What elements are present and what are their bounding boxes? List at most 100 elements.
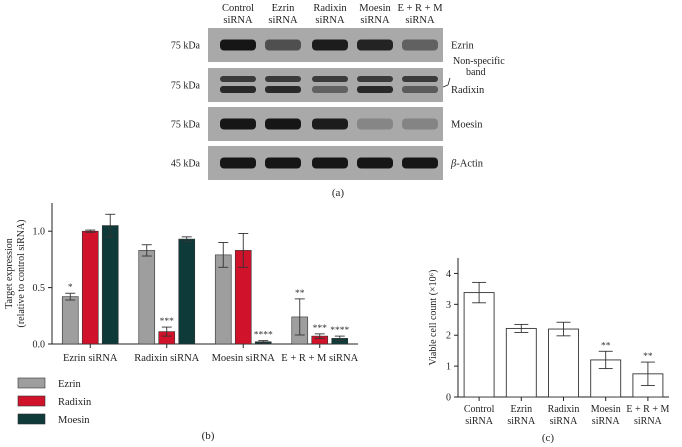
band	[265, 118, 301, 130]
bar-radixin	[81, 230, 99, 345]
x-tick-label-line1: Moesin	[591, 404, 621, 415]
row-label: Ezrin	[451, 41, 474, 52]
band	[312, 118, 348, 130]
x-tick-label-line1: E + R + M	[626, 404, 669, 415]
row-label: Moesin	[451, 120, 483, 131]
panel-a-caption: (a)	[332, 187, 345, 199]
bar-ezrin	[214, 254, 232, 345]
lane-header-line1: Moesin	[359, 3, 391, 14]
lane-header-line1: Ezrin	[272, 3, 295, 14]
lane-header-line2: siRNA	[360, 15, 390, 26]
x-tick-label: E + R + M siRNA	[281, 353, 358, 364]
x-tick-label-line2: siRNA	[634, 416, 663, 427]
significance-stars: **	[601, 341, 611, 351]
legend-label: Radixin	[58, 397, 92, 408]
band	[220, 39, 256, 51]
nonspecific-label: band	[466, 67, 485, 78]
lane-header-line2: siRNA	[268, 15, 298, 26]
legend-label: Ezrin	[58, 379, 81, 390]
significance-stars: ****	[330, 326, 349, 336]
y-tick-label: 0.0	[33, 340, 46, 351]
row-label: Radixin	[451, 85, 485, 96]
y-tick-label: 1	[446, 362, 451, 373]
x-tick-label-line2: siRNA	[550, 416, 579, 427]
y-tick-label: 1.0	[33, 227, 46, 238]
kda-marker: 75 kDa	[171, 41, 201, 52]
bar-moesin	[178, 238, 196, 345]
bar-ezrin	[138, 250, 156, 345]
y-axis-title-line2: (relative to control siRNA)	[16, 219, 27, 327]
y-tick-label: 2	[446, 331, 451, 342]
panel-b-caption: (b)	[202, 430, 215, 442]
y-tick-label: 0.5	[33, 283, 46, 294]
band	[357, 39, 393, 51]
band	[220, 157, 256, 169]
kda-marker: 75 kDa	[171, 81, 201, 92]
x-tick-label-line1: Control	[464, 404, 495, 415]
y-axis-title: Target expression	[4, 238, 15, 308]
lane-header-line1: Control	[222, 3, 254, 14]
band-nonspecific	[220, 76, 256, 82]
band	[402, 86, 438, 93]
band	[402, 157, 438, 169]
x-tick-label-line2: siRNA	[507, 416, 536, 427]
legend-swatch	[17, 377, 46, 389]
band	[312, 86, 348, 93]
x-tick-label: Moesin siRNA	[212, 353, 276, 364]
lane-header-line1: E + R + M	[397, 3, 443, 14]
panel-a-western-blot: ControlsiRNAEzrinsiRNARadixinsiRNAMoesin…	[171, 3, 505, 180]
significance-stars: ****	[254, 331, 273, 341]
bar-moesin	[101, 225, 119, 345]
lane-header-line2: siRNA	[405, 15, 435, 26]
panel-b-chart: 0.0 0.5 1.0 Target expression (relative to c…	[4, 203, 359, 442]
legend-swatch	[17, 413, 46, 425]
band	[357, 86, 393, 93]
kda-marker: 45 kDa	[171, 159, 201, 170]
band	[357, 157, 393, 169]
band-nonspecific	[402, 76, 438, 82]
x-tick-label-line2: siRNA	[465, 416, 494, 427]
y-tick-label: 4	[446, 269, 451, 280]
band	[402, 39, 438, 51]
band	[312, 39, 348, 51]
x-tick-label-line1: Radixin	[548, 404, 580, 415]
x-tick-label-line2: siRNA	[592, 416, 621, 427]
x-tick-label: Ezrin siRNA	[63, 353, 118, 364]
y-tick-label: 3	[446, 300, 451, 311]
nonspecific-pointer	[442, 77, 451, 88]
band	[402, 118, 438, 130]
significance-stars: **	[643, 352, 653, 362]
band	[265, 39, 301, 51]
bar	[463, 292, 495, 398]
x-tick-label-line1: Ezrin	[510, 404, 532, 415]
kda-marker: 75 kDa	[171, 120, 201, 131]
legend-swatch	[17, 395, 46, 407]
band-nonspecific	[265, 76, 301, 82]
significance-stars: ***	[313, 324, 328, 334]
band	[312, 157, 348, 169]
y-tick-label: 0	[446, 393, 451, 404]
bar-ezrin	[61, 296, 79, 345]
band	[220, 118, 256, 130]
significance-stars: **	[295, 289, 305, 299]
nonspecific-label: Non-specific	[453, 56, 505, 67]
bar	[548, 328, 579, 398]
legend-label: Moesin	[58, 415, 90, 426]
lane-header-line2: siRNA	[223, 15, 253, 26]
lane-header-line2: siRNA	[315, 15, 345, 26]
band	[357, 118, 393, 130]
blot-strip	[208, 68, 443, 102]
lane-header-line1: Radixin	[313, 3, 347, 14]
row-label: β-Actin	[450, 159, 484, 170]
significance-stars: *	[68, 283, 73, 293]
x-tick-label: Radixin siRNA	[134, 353, 199, 364]
band	[265, 157, 301, 169]
bar	[505, 327, 537, 398]
band	[220, 86, 256, 93]
band-nonspecific	[357, 76, 393, 82]
y-axis-title: Viable cell count (×10⁶)	[428, 270, 439, 366]
band	[265, 86, 301, 93]
band-nonspecific	[312, 76, 348, 82]
